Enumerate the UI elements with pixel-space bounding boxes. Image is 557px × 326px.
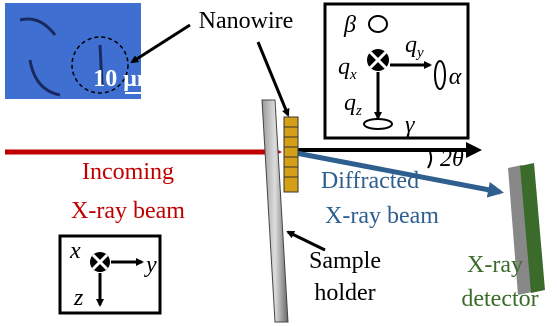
- rotation-box: β qx qy α qz γ: [325, 4, 468, 138]
- diffracted-line2: X-ray beam: [325, 203, 439, 229]
- diffracted-line1: Diffracted: [321, 168, 419, 194]
- angle-label: 2θ: [440, 146, 464, 172]
- incoming-line1: Incoming: [82, 159, 174, 185]
- micrograph: 10 μm: [5, 3, 190, 99]
- detector-line2: detector: [461, 286, 538, 312]
- y-label: y: [144, 252, 157, 278]
- z-label: z: [73, 285, 84, 311]
- nanowire-label: Nanowire: [199, 8, 294, 34]
- holder-line1: Sample: [309, 248, 381, 274]
- incoming-line2: X-ray beam: [71, 198, 185, 224]
- scale-label: 10 μm: [93, 66, 157, 92]
- beta-label: β: [343, 12, 356, 38]
- lab-axes-box: x y z: [60, 236, 160, 313]
- holder-line2: holder: [314, 280, 375, 306]
- detector-line1: X-ray: [467, 252, 523, 278]
- x-label: x: [69, 238, 81, 264]
- gamma-label: γ: [405, 112, 415, 138]
- diagram: 10 μm Nanowire β qx qy α qz γ 2θ Incomin…: [0, 0, 557, 326]
- alpha-label: α: [449, 64, 462, 90]
- nanowire: [284, 117, 298, 192]
